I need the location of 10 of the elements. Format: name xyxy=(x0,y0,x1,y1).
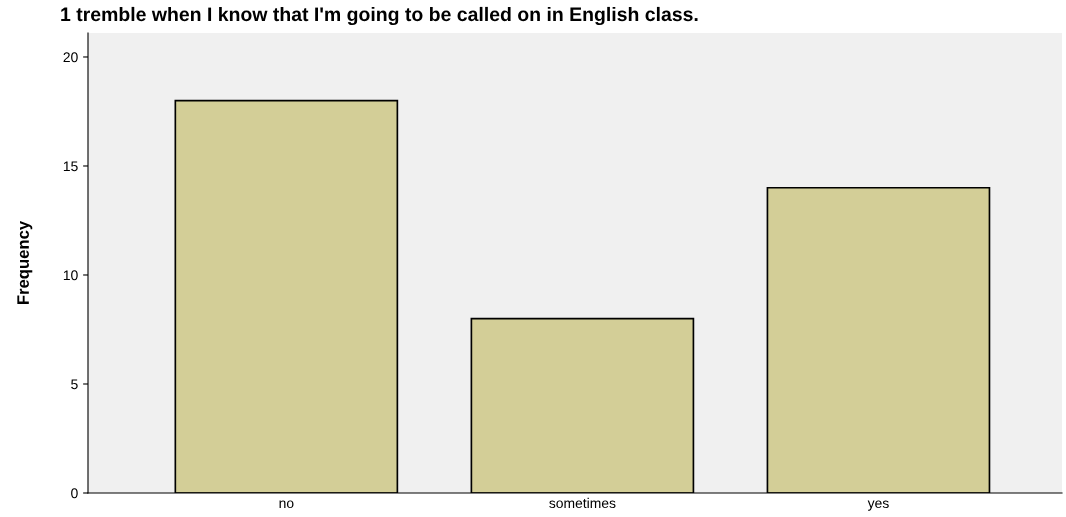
y-tick-label: 0 xyxy=(71,488,78,499)
y-tick-label: 5 xyxy=(71,379,78,390)
y-tick-label: 10 xyxy=(63,270,78,281)
chart-title: 1 tremble when I know that I'm going to be called on in English class. xyxy=(61,6,698,26)
y-tick-label: 15 xyxy=(63,161,78,172)
x-tick-label: sometimes xyxy=(549,497,616,509)
y-axis-title: Frequency xyxy=(17,220,33,305)
x-tick-label: no xyxy=(279,500,294,509)
x-tick-label: yes xyxy=(867,500,889,511)
y-tick-label: 20 xyxy=(63,52,78,63)
